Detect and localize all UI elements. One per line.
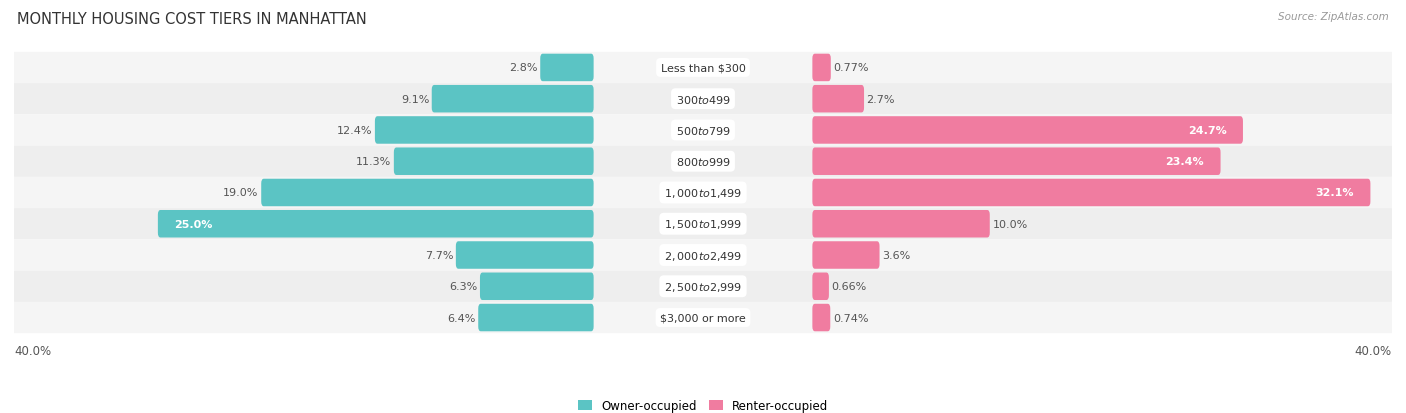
FancyBboxPatch shape (14, 178, 1392, 209)
FancyBboxPatch shape (14, 84, 1392, 115)
FancyBboxPatch shape (813, 148, 1220, 176)
Text: 6.4%: 6.4% (447, 313, 475, 323)
FancyBboxPatch shape (813, 55, 831, 82)
FancyBboxPatch shape (14, 240, 1392, 271)
Text: 11.3%: 11.3% (356, 157, 391, 167)
Text: MONTHLY HOUSING COST TIERS IN MANHATTAN: MONTHLY HOUSING COST TIERS IN MANHATTAN (17, 12, 367, 27)
Text: 0.74%: 0.74% (832, 313, 869, 323)
Text: Less than $300: Less than $300 (661, 63, 745, 73)
FancyBboxPatch shape (14, 302, 1392, 333)
Text: 0.77%: 0.77% (834, 63, 869, 73)
Text: 19.0%: 19.0% (224, 188, 259, 198)
FancyBboxPatch shape (157, 211, 593, 238)
FancyBboxPatch shape (479, 273, 593, 300)
FancyBboxPatch shape (14, 115, 1392, 146)
Text: 9.1%: 9.1% (401, 95, 429, 104)
Text: 10.0%: 10.0% (993, 219, 1028, 229)
FancyBboxPatch shape (813, 179, 1371, 207)
FancyBboxPatch shape (14, 271, 1392, 302)
Text: $2,500 to $2,999: $2,500 to $2,999 (664, 280, 742, 293)
Text: $1,500 to $1,999: $1,500 to $1,999 (664, 218, 742, 231)
Text: 2.7%: 2.7% (866, 95, 896, 104)
Text: 40.0%: 40.0% (1355, 344, 1392, 357)
Text: $300 to $499: $300 to $499 (675, 93, 731, 105)
Text: $2,000 to $2,499: $2,000 to $2,499 (664, 249, 742, 262)
Text: 3.6%: 3.6% (882, 250, 910, 260)
Text: Source: ZipAtlas.com: Source: ZipAtlas.com (1278, 12, 1389, 22)
FancyBboxPatch shape (813, 117, 1243, 145)
Text: $1,000 to $1,499: $1,000 to $1,499 (664, 187, 742, 199)
FancyBboxPatch shape (262, 179, 593, 207)
Text: 2.8%: 2.8% (509, 63, 537, 73)
Text: $3,000 or more: $3,000 or more (661, 313, 745, 323)
FancyBboxPatch shape (14, 209, 1392, 240)
FancyBboxPatch shape (478, 304, 593, 332)
Text: 32.1%: 32.1% (1316, 188, 1354, 198)
FancyBboxPatch shape (813, 273, 830, 300)
Text: 40.0%: 40.0% (14, 344, 51, 357)
FancyBboxPatch shape (813, 304, 831, 332)
Text: $500 to $799: $500 to $799 (675, 125, 731, 137)
FancyBboxPatch shape (813, 86, 865, 113)
FancyBboxPatch shape (432, 86, 593, 113)
Text: 7.7%: 7.7% (425, 250, 453, 260)
Text: 12.4%: 12.4% (337, 126, 373, 135)
FancyBboxPatch shape (394, 148, 593, 176)
Text: 6.3%: 6.3% (449, 282, 478, 292)
FancyBboxPatch shape (813, 242, 880, 269)
Text: 23.4%: 23.4% (1166, 157, 1204, 167)
FancyBboxPatch shape (375, 117, 593, 145)
FancyBboxPatch shape (456, 242, 593, 269)
FancyBboxPatch shape (14, 53, 1392, 84)
Text: 24.7%: 24.7% (1188, 126, 1226, 135)
Text: 25.0%: 25.0% (174, 219, 212, 229)
FancyBboxPatch shape (813, 211, 990, 238)
FancyBboxPatch shape (540, 55, 593, 82)
Legend: Owner-occupied, Renter-occupied: Owner-occupied, Renter-occupied (572, 394, 834, 413)
Text: 0.66%: 0.66% (831, 282, 866, 292)
Text: $800 to $999: $800 to $999 (675, 156, 731, 168)
FancyBboxPatch shape (14, 146, 1392, 178)
